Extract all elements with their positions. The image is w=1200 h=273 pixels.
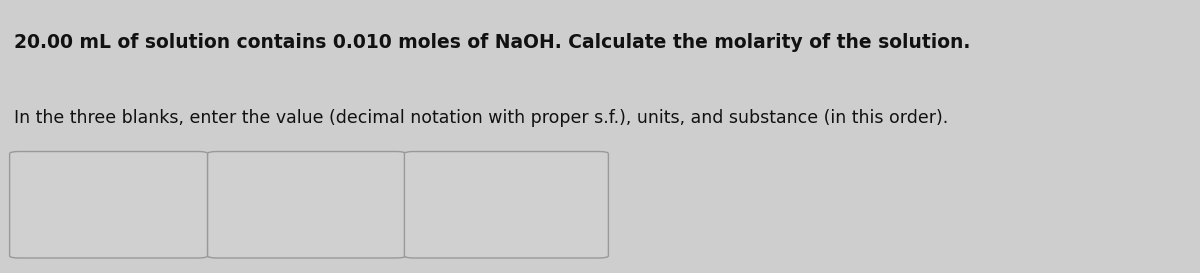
FancyBboxPatch shape [404, 152, 608, 258]
FancyBboxPatch shape [10, 152, 208, 258]
FancyBboxPatch shape [208, 152, 406, 258]
Text: In the three blanks, enter the value (decimal notation with proper s.f.), units,: In the three blanks, enter the value (de… [14, 109, 949, 127]
Text: 20.00 mL of solution contains 0.010 moles of NaOH. Calculate the molarity of the: 20.00 mL of solution contains 0.010 mole… [14, 33, 971, 52]
